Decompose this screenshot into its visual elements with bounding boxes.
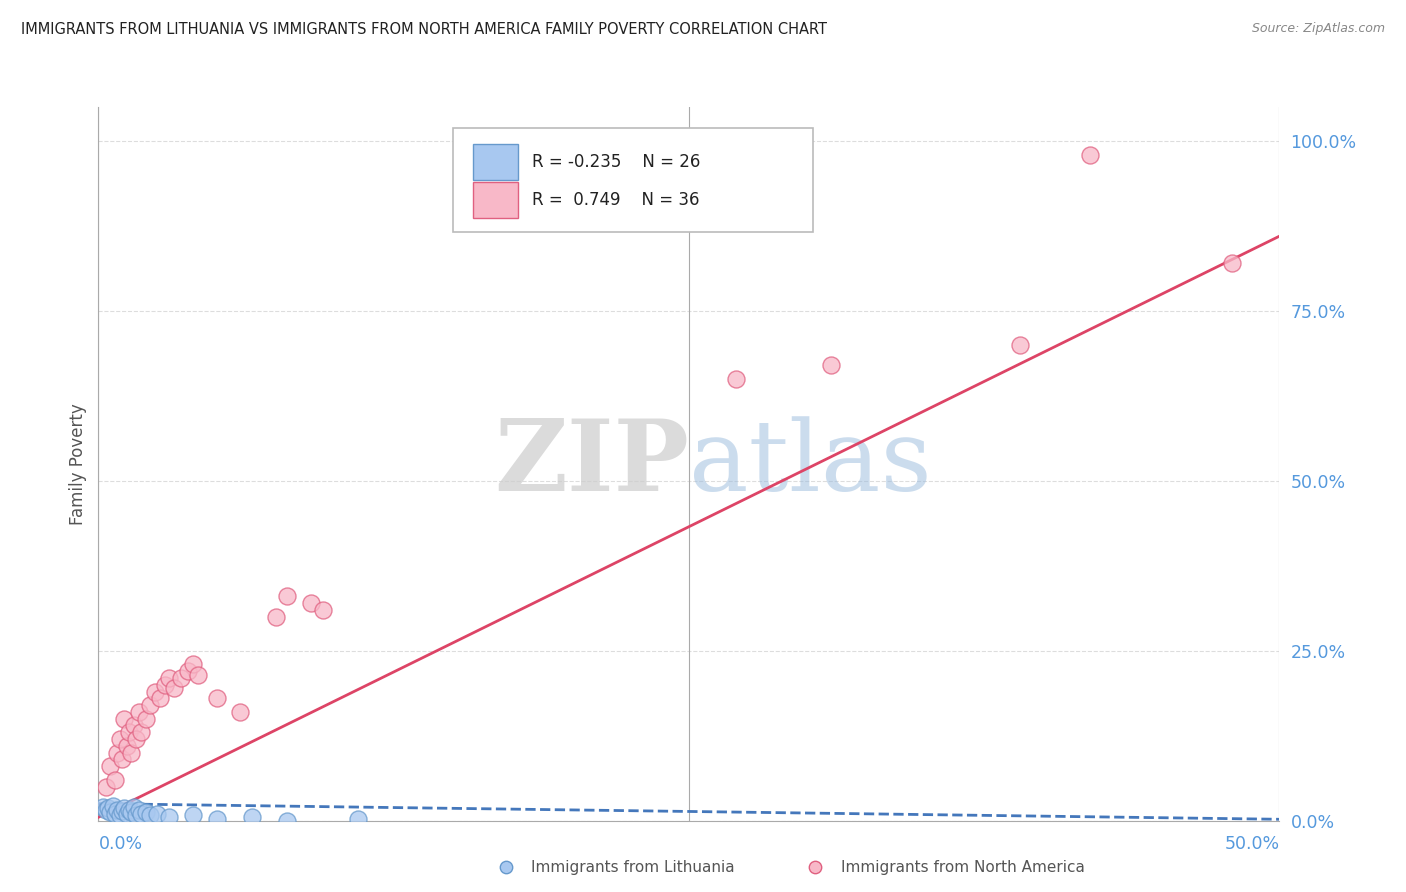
Point [129,806,152,821]
Point [157,671,180,685]
Text: IMMIGRANTS FROM LITHUANIA VS IMMIGRANTS FROM NORTH AMERICA FAMILY POVERTY CORREL: IMMIGRANTS FROM LITHUANIA VS IMMIGRANTS … [21,22,827,37]
Point [938,795,960,809]
Point [135,712,157,726]
Point [153,678,176,692]
Text: R =  0.749    N = 36: R = 0.749 N = 36 [531,191,699,209]
Point [312,603,335,617]
Point [125,732,148,747]
Text: 50.0%: 50.0% [1225,835,1279,853]
Point [139,698,162,712]
Text: Immigrants from North America: Immigrants from North America [841,860,1084,874]
Point [181,657,204,672]
Point [98,805,121,820]
Point [98,759,121,773]
Point [105,803,128,817]
Point [725,372,748,386]
Point [115,739,138,753]
Point [205,691,228,706]
Point [149,691,172,706]
Point [105,746,128,760]
Point [135,805,157,820]
Point [108,808,131,822]
Point [157,810,180,824]
Point [121,805,143,820]
Point [205,812,228,826]
Point [347,812,370,826]
Point [115,806,138,821]
Text: Source: ZipAtlas.com: Source: ZipAtlas.com [1251,22,1385,36]
Point [104,772,127,787]
Point [276,814,298,828]
Text: atlas: atlas [689,416,932,512]
Point [229,705,252,719]
Point [128,705,150,719]
Text: 0.0%: 0.0% [98,835,142,853]
Point [108,732,131,747]
Point [128,804,150,818]
Text: ZIP: ZIP [494,416,689,512]
Point [122,800,145,814]
Point [820,359,842,373]
FancyBboxPatch shape [472,182,517,218]
Point [1008,338,1031,352]
Point [1080,147,1102,161]
Point [125,808,148,822]
Text: R = -0.235    N = 26: R = -0.235 N = 26 [531,153,700,171]
Point [121,746,143,760]
Text: Immigrants from Lithuania: Immigrants from Lithuania [531,860,735,874]
FancyBboxPatch shape [472,145,517,180]
Point [104,806,127,821]
Point [101,798,124,813]
Point [91,800,114,814]
Y-axis label: Family Poverty: Family Poverty [69,403,87,524]
Point [129,725,152,739]
Point [264,609,287,624]
Point [118,725,141,739]
Point [97,801,120,815]
Point [143,684,166,698]
Point [170,671,193,685]
Point [122,718,145,732]
Point [299,596,322,610]
Point [240,810,263,824]
Point [146,806,169,821]
Point [118,804,141,818]
Point [139,808,162,822]
Point [111,804,134,818]
Point [187,667,209,681]
Point [94,780,117,794]
Point [163,681,186,695]
FancyBboxPatch shape [453,128,813,232]
Point [1220,256,1243,270]
Point [177,664,200,678]
Point [112,801,135,815]
Point [111,752,134,766]
Point [181,808,204,822]
Point [276,590,298,604]
Point [112,712,135,726]
Point [94,804,117,818]
